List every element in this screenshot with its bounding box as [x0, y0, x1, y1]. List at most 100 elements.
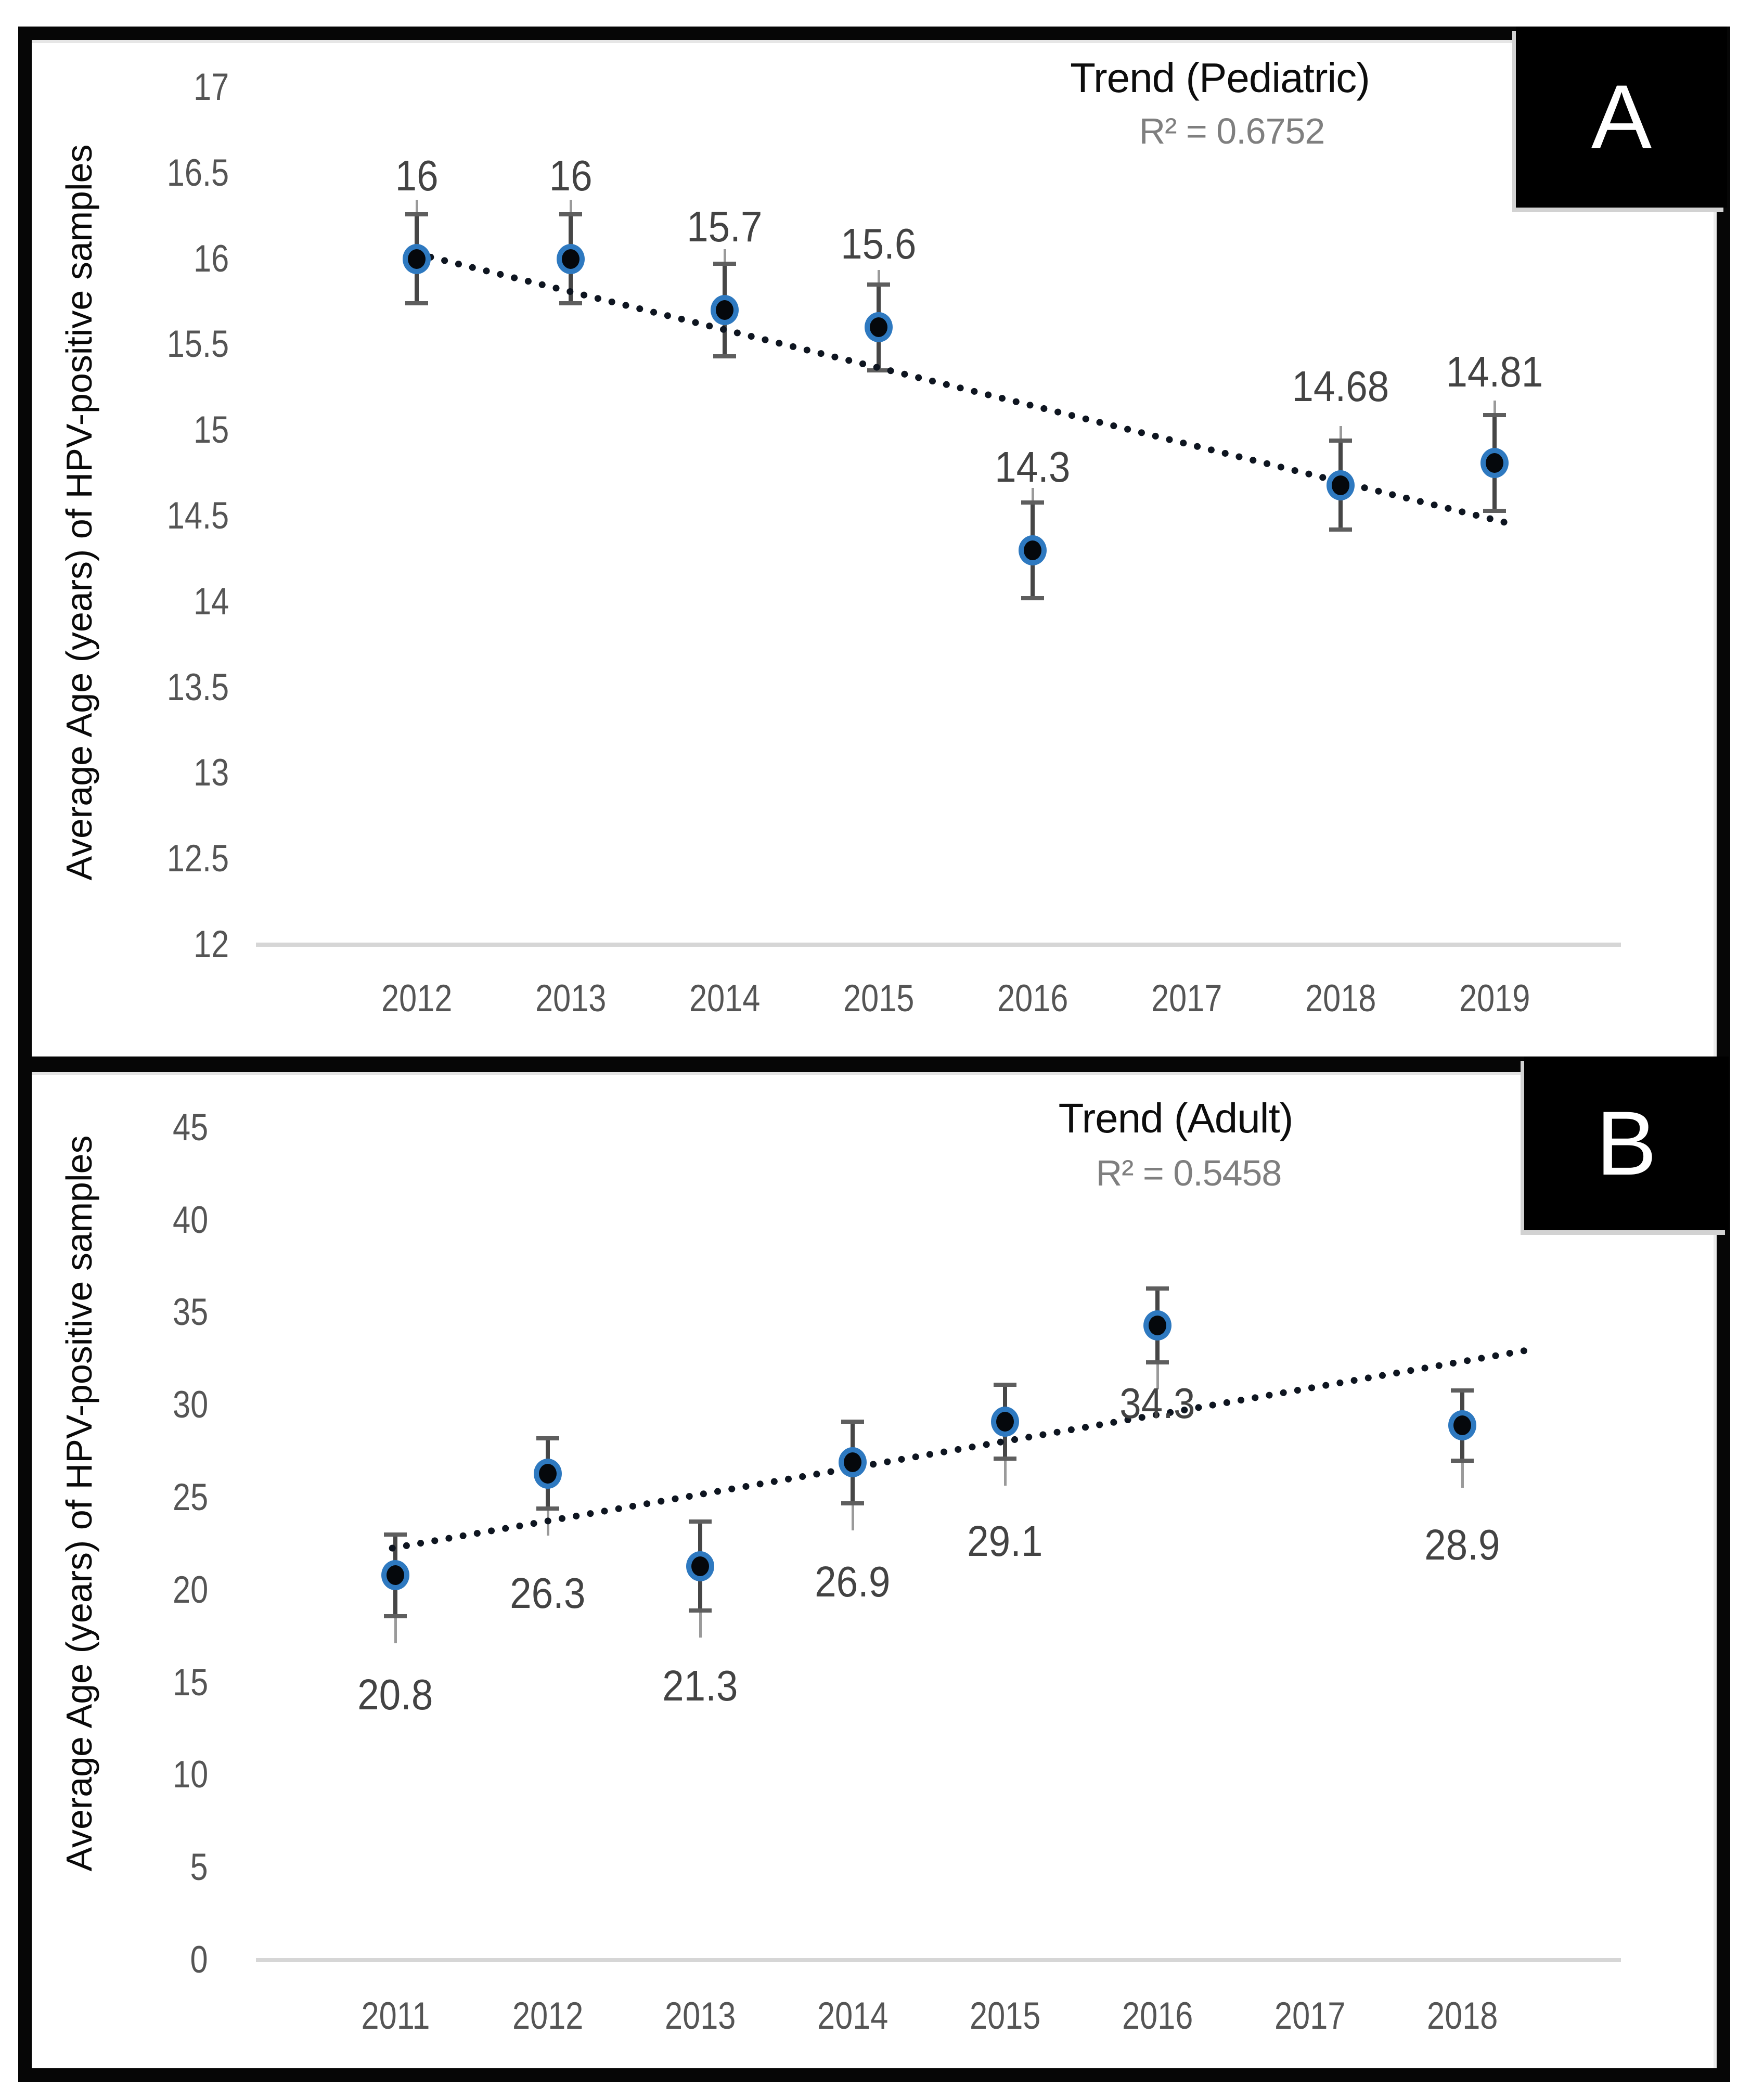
error-bar-cap — [994, 1383, 1016, 1387]
y-axis-tick-label: 25 — [172, 1476, 208, 1518]
data-point — [403, 243, 431, 274]
error-bar-cap — [841, 1420, 864, 1424]
point-value-label: 26.3 — [510, 1568, 586, 1617]
point-value-label: 14.68 — [1292, 362, 1389, 410]
data-point — [1327, 470, 1355, 500]
y-axis-tick-label: 15 — [172, 1661, 208, 1704]
data-point — [686, 1551, 714, 1581]
error-bar-cap — [1021, 500, 1044, 505]
point-value-label: 28.9 — [1424, 1521, 1500, 1569]
error-bar-cap — [536, 1436, 559, 1441]
point-value-label: 16 — [549, 151, 593, 200]
point-value-label: 15.6 — [841, 220, 917, 268]
x-axis-tick-label: 2017 — [1274, 1995, 1346, 2037]
x-axis-tick-label: 2015 — [969, 1995, 1041, 2037]
y-axis-tick-label: 12.5 — [166, 838, 229, 880]
error-bar-cap — [1483, 413, 1506, 417]
data-point — [381, 1560, 409, 1591]
error-bar-cap — [1329, 527, 1352, 532]
y-axis-tick-label: 0 — [190, 1939, 208, 1981]
error-bar-cap — [384, 1614, 407, 1618]
error-bar-cap — [559, 301, 582, 306]
panel-b-trend-title: Trend (Adult) — [1058, 1095, 1294, 1141]
error-bar-cap — [1483, 509, 1506, 513]
panel-divider — [18, 1057, 1730, 1075]
panel-b-r-squared: R² = 0.5458 — [1096, 1153, 1282, 1193]
point-value-label: 21.3 — [662, 1661, 738, 1710]
data-point — [1019, 535, 1047, 565]
y-axis-tick-label: 17 — [193, 66, 229, 108]
y-axis-tick-label: 14.5 — [166, 495, 229, 537]
y-axis-tick-label: 13 — [193, 752, 229, 794]
y-axis-tick-label: 14 — [193, 580, 229, 623]
y-axis-tick-label: 30 — [172, 1384, 208, 1426]
x-axis-tick-label: 2016 — [1122, 1995, 1193, 2037]
dotted-trendline-B — [389, 1347, 1530, 1552]
panel-a-r-squared: R² = 0.6752 — [1139, 111, 1325, 151]
data-point — [839, 1447, 867, 1478]
x-axis-tick-label: 2018 — [1426, 1995, 1498, 2037]
panel-a-y-axis-title: Average Age (years) of HPV-positive samp… — [59, 144, 99, 881]
data-point — [865, 312, 893, 343]
error-bar-cap — [405, 212, 428, 216]
error-bar-cap — [713, 354, 736, 359]
x-axis-tick-label: 2012 — [512, 1995, 584, 2037]
x-axis-tick-label: 2017 — [1151, 977, 1222, 1020]
point-value-label: 16 — [395, 151, 439, 200]
y-axis-tick-label: 10 — [172, 1754, 208, 1796]
data-point — [1480, 447, 1509, 478]
point-value-label: 20.8 — [357, 1670, 433, 1719]
y-axis-tick-label: 45 — [172, 1106, 208, 1149]
error-bar-cap — [1451, 1458, 1474, 1463]
x-axis-tick-label: 2016 — [997, 977, 1068, 1020]
point-value-label: 14.3 — [995, 442, 1071, 491]
error-bar-cap — [536, 1506, 559, 1511]
y-axis-tick-label: 16 — [193, 237, 229, 280]
data-point — [534, 1458, 562, 1489]
error-bar-cap — [867, 282, 890, 287]
panel-a-label: A — [1591, 66, 1652, 168]
error-bar-cap — [1021, 596, 1044, 601]
x-axis-line — [256, 943, 1621, 947]
x-axis-tick-label: 2015 — [843, 977, 915, 1020]
panel-a-trend-title: Trend (Pediatric) — [1070, 55, 1370, 101]
error-bar-cap — [1329, 438, 1352, 443]
data-point — [991, 1407, 1019, 1437]
panel-b-y-axis-title: Average Age (years) of HPV-positive samp… — [59, 1135, 99, 1872]
panel-b-label: B — [1596, 1092, 1657, 1194]
data-point — [1143, 1310, 1171, 1341]
y-axis-tick-label: 13.5 — [166, 666, 229, 708]
x-axis-tick-label: 2014 — [817, 1995, 889, 2037]
error-bar-cap — [1451, 1388, 1474, 1393]
y-axis-tick-label: 20 — [172, 1568, 208, 1611]
y-axis-tick-label: 15 — [193, 409, 229, 452]
x-axis-tick-label: 2011 — [361, 1995, 430, 2037]
x-axis-tick-label: 2012 — [381, 977, 453, 1020]
y-axis-tick-label: 16.5 — [166, 151, 229, 194]
error-bar-cap — [559, 212, 582, 216]
data-point — [711, 295, 739, 326]
x-axis-tick-label: 2013 — [664, 1995, 736, 2037]
error-bar-cap — [1146, 1286, 1169, 1291]
x-axis-tick-label: 2018 — [1305, 977, 1376, 1020]
x-axis-tick-label: 2014 — [689, 977, 761, 1020]
x-axis-line — [256, 1958, 1621, 1962]
x-axis-tick-label: 2019 — [1459, 977, 1530, 1020]
data-point — [557, 243, 585, 274]
y-axis-tick-label: 12 — [193, 923, 229, 965]
error-bar-cap — [689, 1519, 712, 1524]
error-bar-cap — [405, 301, 428, 306]
panel-b-label-box: B — [1524, 1057, 1729, 1230]
point-value-label: 15.7 — [687, 202, 763, 251]
point-value-label: 26.9 — [815, 1557, 891, 1606]
error-bar-cap — [713, 262, 736, 266]
error-bar-cap — [689, 1608, 712, 1613]
error-bar-cap — [841, 1501, 864, 1505]
panel-a-label-box: A — [1516, 27, 1727, 208]
error-bar-cap — [994, 1457, 1016, 1461]
y-axis-tick-label: 40 — [172, 1199, 208, 1241]
x-axis-tick-label: 2013 — [535, 977, 607, 1020]
point-value-label: 34.3 — [1119, 1379, 1195, 1428]
dotted-trendline-A — [413, 250, 1511, 526]
